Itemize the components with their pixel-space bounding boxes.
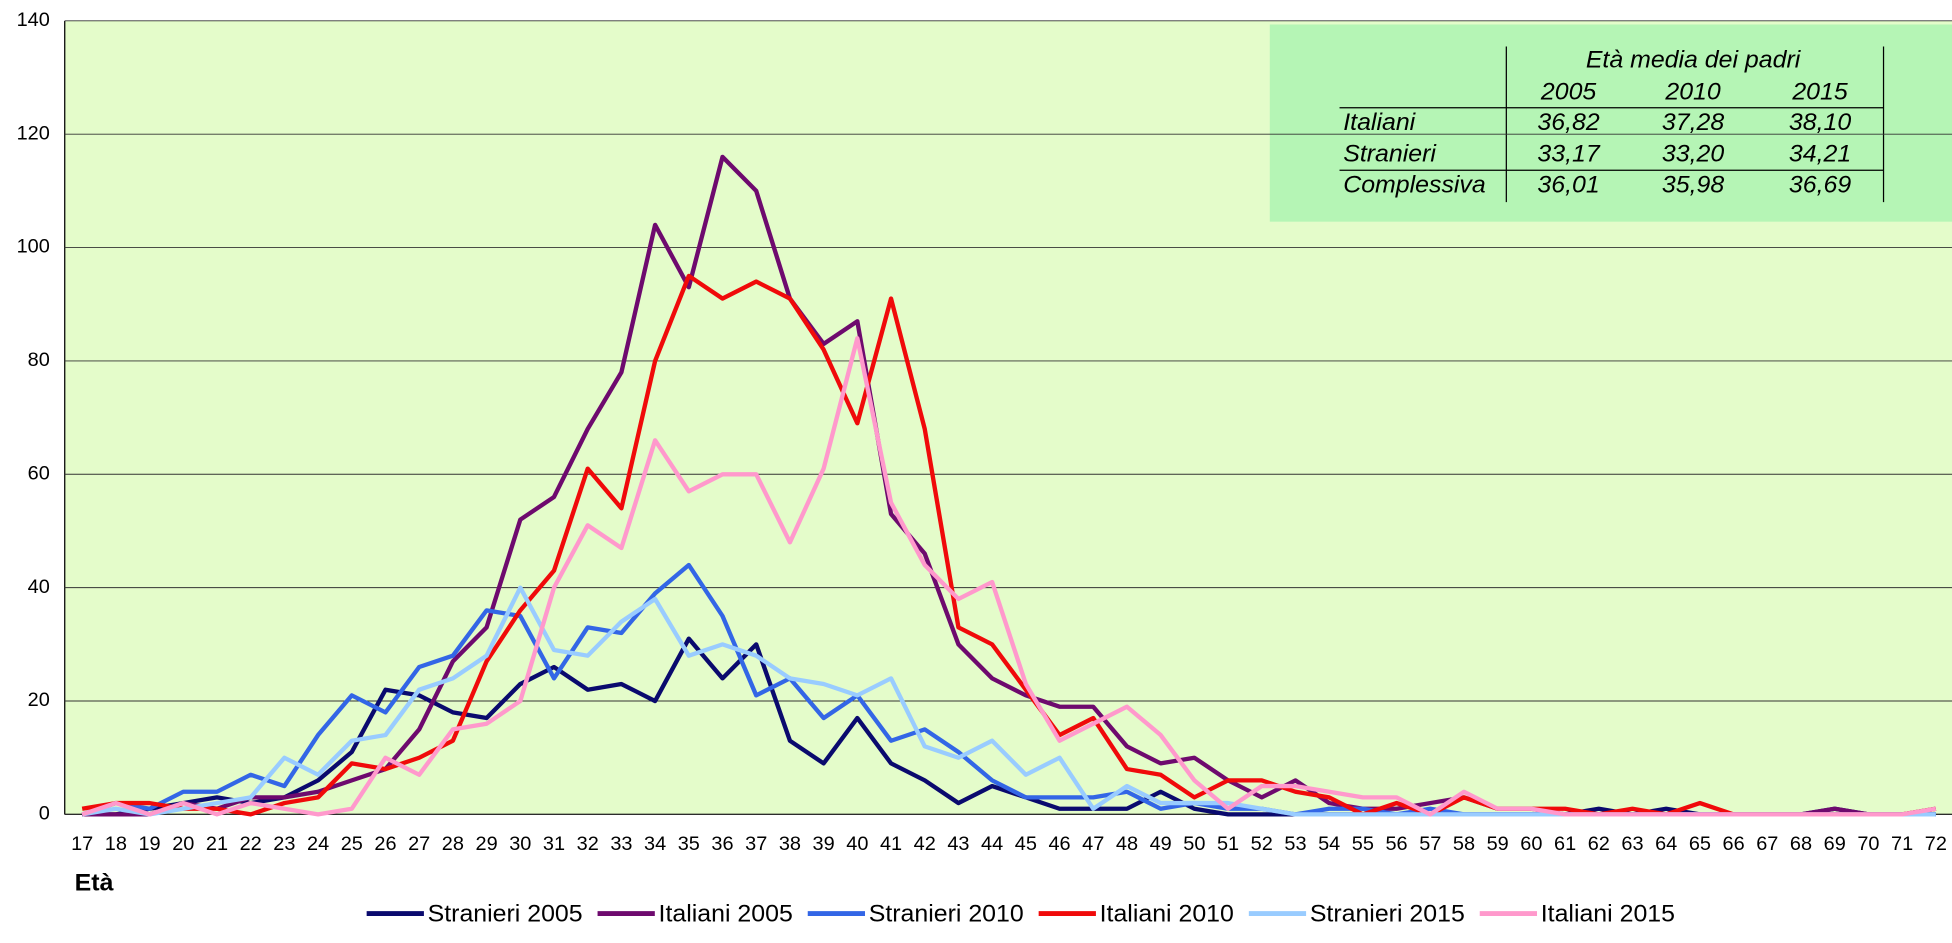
x-tick-label: 21 (206, 833, 228, 855)
x-tick-label: 41 (880, 833, 902, 855)
x-tick-label: 22 (240, 833, 262, 855)
x-tick-label: 25 (341, 833, 363, 855)
x-tick-label: 65 (1689, 833, 1711, 855)
x-tick-label: 33 (610, 833, 632, 855)
x-tick-label: 60 (1520, 833, 1542, 855)
table-box (1269, 24, 1952, 222)
table-cell: 38,10 (1789, 109, 1852, 136)
x-tick-label: 23 (273, 833, 295, 855)
x-tick-label: 44 (981, 833, 1003, 855)
x-tick-label: 35 (678, 833, 700, 855)
x-tick-label: 34 (644, 833, 666, 855)
legend-label: Italiani 2015 (1541, 900, 1675, 927)
x-tick-label: 54 (1318, 833, 1340, 855)
x-tick-label: 47 (1082, 833, 1104, 855)
x-tick-label: 19 (138, 833, 160, 855)
table-title: Età media dei padri (1586, 47, 1802, 74)
x-tick-label: 28 (442, 833, 464, 855)
legend-label: Stranieri 2010 (869, 900, 1024, 927)
legend-label: Italiani 2010 (1100, 900, 1234, 927)
x-tick-label: 53 (1284, 833, 1306, 855)
table-cell: 36,69 (1789, 172, 1852, 199)
table-column-header: 2005 (1540, 79, 1597, 106)
y-tick-label: 20 (28, 689, 50, 711)
x-tick-label: 27 (408, 833, 430, 855)
x-tick-label: 48 (1116, 833, 1138, 855)
table-cell: 36,82 (1537, 109, 1600, 136)
x-tick-label: 32 (577, 833, 599, 855)
y-tick-label: 140 (17, 9, 50, 31)
x-tick-label: 56 (1385, 833, 1407, 855)
table-row-label: Complessiva (1343, 172, 1485, 199)
x-tick-label: 59 (1487, 833, 1509, 855)
y-tick-label: 40 (28, 576, 50, 598)
x-tick-label: 36 (711, 833, 733, 855)
table-cell: 36,01 (1537, 172, 1599, 199)
x-tick-label: 43 (947, 833, 969, 855)
x-tick-label: 72 (1925, 833, 1947, 855)
x-tick-label: 63 (1621, 833, 1643, 855)
x-tick-label: 29 (476, 833, 498, 855)
summary-table: Età media dei padri 2005 2010 2015 Italiani… (1339, 46, 1885, 203)
x-tick-label: 45 (1015, 833, 1037, 855)
x-tick-label: 31 (543, 833, 565, 855)
x-tick-label: 57 (1419, 833, 1441, 855)
table-column-header: 2010 (1664, 79, 1721, 106)
x-tick-label: 20 (172, 833, 194, 855)
x-tick-label: 67 (1756, 833, 1778, 855)
x-tick-label: 69 (1824, 833, 1846, 855)
legend-label: Italiani 2005 (659, 900, 793, 927)
table-cell: 34,21 (1789, 141, 1851, 168)
x-tick-label: 62 (1588, 833, 1610, 855)
x-tick-label: 46 (1048, 833, 1070, 855)
x-tick-label: 70 (1857, 833, 1879, 855)
x-tick-label: 42 (914, 833, 936, 855)
x-tick-label: 61 (1554, 833, 1576, 855)
x-tick-label: 38 (779, 833, 801, 855)
x-tick-label: 30 (509, 833, 531, 855)
x-tick-label: 51 (1217, 833, 1239, 855)
legend-label: Stranieri 2015 (1310, 900, 1465, 927)
table-cell: 37,28 (1662, 109, 1725, 136)
x-axis-label: Età (75, 870, 114, 897)
table-cell: 33,17 (1537, 141, 1601, 168)
x-tick-label: 58 (1453, 833, 1475, 855)
table-row-label: Italiani (1343, 109, 1416, 136)
y-tick-label: 0 (39, 803, 50, 825)
table-column-header: 2015 (1791, 79, 1848, 106)
x-tick-label: 49 (1150, 833, 1172, 855)
table-cell: 35,98 (1662, 172, 1725, 199)
x-tick-label: 71 (1891, 833, 1913, 855)
y-tick-label: 80 (28, 349, 50, 371)
legend: Stranieri 2005 Italiani 2005 Stranieri 201… (366, 900, 1675, 927)
x-tick-label: 64 (1655, 833, 1677, 855)
x-tick-label: 68 (1790, 833, 1812, 855)
x-tick-label: 17 (71, 833, 93, 855)
x-tick-label: 55 (1352, 833, 1374, 855)
x-tick-label: 24 (307, 833, 329, 855)
x-tick-label: 37 (745, 833, 767, 855)
x-tick-label: 26 (374, 833, 396, 855)
table-cell: 33,20 (1662, 141, 1725, 168)
table-row-label: Stranieri (1343, 141, 1437, 168)
y-tick-label: 100 (17, 236, 50, 258)
x-tick-label: 50 (1183, 833, 1205, 855)
x-tick-label: 18 (105, 833, 127, 855)
y-tick-label: 60 (28, 463, 50, 485)
x-tick-label: 52 (1251, 833, 1273, 855)
x-tick-label: 40 (846, 833, 868, 855)
x-tick-label: 39 (813, 833, 835, 855)
data-line (81, 273, 1937, 817)
x-tick-label: 66 (1723, 833, 1745, 855)
legend-label: Stranieri 2005 (428, 900, 583, 927)
data-line (81, 336, 1937, 817)
y-tick-label: 120 (17, 123, 50, 145)
